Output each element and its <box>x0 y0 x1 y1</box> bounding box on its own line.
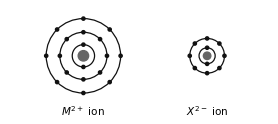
Circle shape <box>203 52 211 60</box>
Circle shape <box>205 46 209 49</box>
Circle shape <box>218 66 221 70</box>
Circle shape <box>58 54 61 57</box>
Circle shape <box>98 71 102 74</box>
Circle shape <box>205 37 209 40</box>
Circle shape <box>82 65 85 69</box>
Circle shape <box>108 80 111 84</box>
Circle shape <box>44 54 48 57</box>
Circle shape <box>105 54 109 57</box>
Circle shape <box>193 66 197 70</box>
Circle shape <box>82 31 85 34</box>
Circle shape <box>65 71 68 74</box>
Circle shape <box>82 43 85 46</box>
Circle shape <box>188 54 191 57</box>
Text: $X^{2-}$ ion: $X^{2-}$ ion <box>186 105 228 119</box>
Circle shape <box>56 28 59 31</box>
Text: $M^{2+}$ ion: $M^{2+}$ ion <box>61 105 105 119</box>
Circle shape <box>205 72 209 75</box>
Circle shape <box>119 54 122 57</box>
Circle shape <box>108 28 111 31</box>
Circle shape <box>205 62 209 65</box>
Circle shape <box>56 80 59 84</box>
Circle shape <box>193 42 197 45</box>
Circle shape <box>223 54 226 57</box>
Circle shape <box>65 38 68 41</box>
Circle shape <box>98 38 102 41</box>
Circle shape <box>78 51 89 61</box>
Circle shape <box>82 17 85 20</box>
Circle shape <box>82 78 85 81</box>
Circle shape <box>218 42 221 45</box>
Circle shape <box>82 91 85 95</box>
